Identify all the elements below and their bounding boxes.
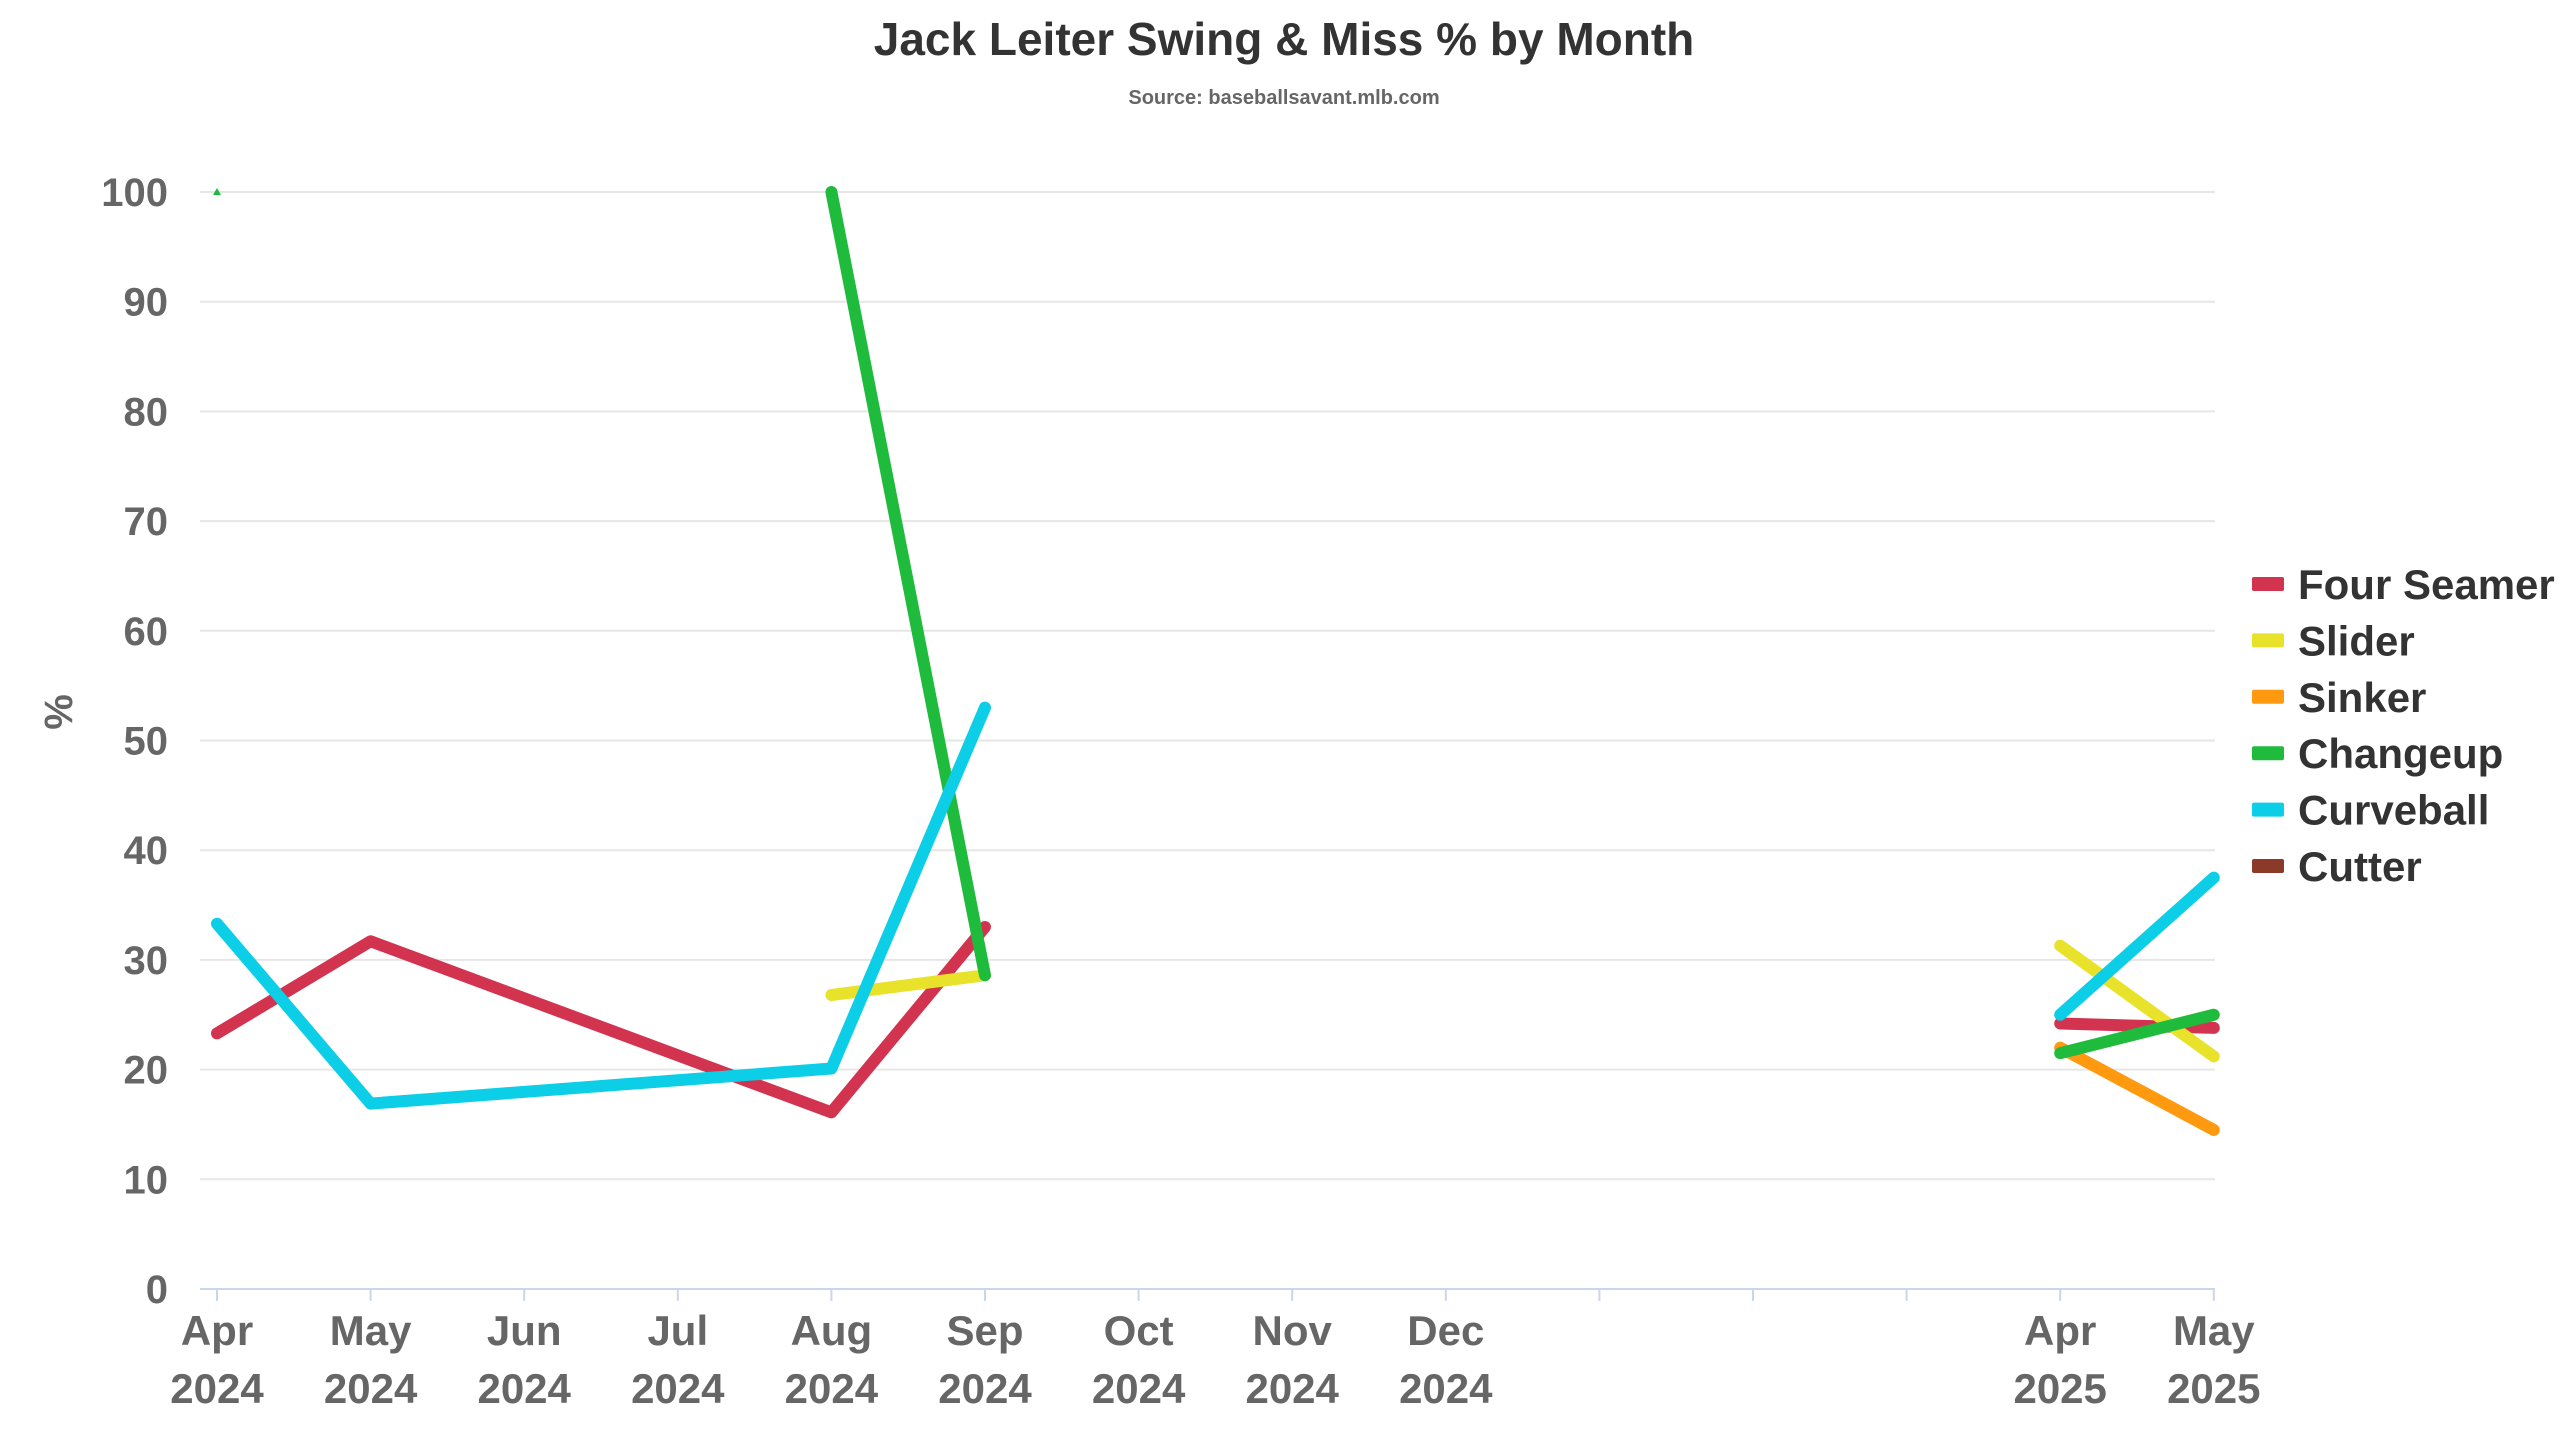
y-tick-label: 40 — [124, 829, 169, 873]
legend-swatch — [2252, 802, 2284, 817]
x-tick-month: May — [330, 1307, 412, 1354]
y-axis-label: % — [37, 694, 81, 730]
series-sinker — [2054, 1041, 2220, 1136]
x-tick-month: Aug — [791, 1307, 873, 1354]
x-tick-month: May — [2173, 1307, 2255, 1354]
legend-swatch — [2252, 689, 2284, 704]
x-tick-label: Sep 2024 — [938, 1307, 1032, 1412]
chart-title: Jack Leiter Swing & Miss % by Month — [874, 13, 1695, 65]
x-tick-year: 2024 — [631, 1365, 725, 1412]
legend-item-changeup[interactable]: Changeup — [2252, 730, 2503, 777]
legend-item-four-seamer[interactable]: Four Seamer — [2252, 561, 2555, 608]
y-tick-label: 70 — [124, 500, 169, 544]
legend: Four Seamer Slider Sinker Changeup Curveball… — [2252, 561, 2555, 890]
x-tick-month: Jul — [647, 1307, 708, 1354]
x-tick-label: May 2024 — [324, 1307, 418, 1412]
x-tick-month: Apr — [2024, 1307, 2096, 1354]
x-tick-month: Dec — [1407, 1307, 1484, 1354]
y-tick-label: 30 — [124, 939, 169, 983]
x-tick-year: 2024 — [1399, 1365, 1493, 1412]
y-tick-label: 20 — [124, 1049, 169, 1093]
legend-label: Four Seamer — [2298, 561, 2555, 608]
x-tick-label: Aug 2024 — [785, 1307, 879, 1412]
series-slider — [825, 939, 2220, 1063]
x-tick-year: 2025 — [2167, 1365, 2260, 1412]
legend-label: Cutter — [2298, 843, 2422, 890]
x-axis: Apr 2024 May 2024 Jun 2024 Jul 2024 Aug 2024 Sep 20… — [170, 1288, 2261, 1412]
legend-swatch — [2252, 577, 2284, 591]
y-tick-label: 50 — [124, 720, 169, 764]
legend-label: Changeup — [2298, 730, 2503, 777]
series-changeup — [213, 186, 2220, 1060]
x-tick-label: Apr 2024 — [170, 1307, 264, 1412]
legend-label: Slider — [2298, 617, 2415, 664]
x-tick-label: Jun 2024 — [477, 1307, 571, 1412]
legend-item-sinker[interactable]: Sinker — [2252, 674, 2426, 721]
x-tick-year: 2024 — [1245, 1365, 1339, 1412]
series-line — [2054, 871, 2220, 1021]
y-tick-label: 90 — [124, 281, 169, 325]
x-tick-year: 2024 — [1092, 1365, 1186, 1412]
y-tick-label: 0 — [146, 1268, 168, 1312]
plot-series — [211, 186, 2220, 1136]
y-axis-ticks: 0 10 20 30 40 50 60 70 80 90 100 — [101, 171, 168, 1312]
x-tick-label: May 2025 — [2167, 1307, 2260, 1412]
series-line — [211, 701, 991, 1110]
series-line — [211, 920, 991, 1119]
x-tick-month: Oct — [1104, 1307, 1174, 1354]
x-tick-year: 2024 — [785, 1365, 879, 1412]
series-line — [2054, 1008, 2220, 1060]
legend-label: Sinker — [2298, 674, 2426, 721]
x-tick-label: Apr 2025 — [2013, 1307, 2106, 1412]
series-line — [2054, 1041, 2220, 1136]
chart-subtitle: Source: baseballsavant.mlb.com — [1128, 87, 1439, 109]
series-curveball — [211, 701, 2220, 1110]
x-tick-year: 2024 — [477, 1365, 571, 1412]
legend-item-cutter[interactable]: Cutter — [2252, 843, 2422, 890]
x-tick-month: Nov — [1253, 1307, 1333, 1354]
data-point-marker — [213, 188, 221, 195]
series-line — [825, 969, 991, 1002]
x-tick-month: Apr — [181, 1307, 253, 1354]
x-tick-label: Dec 2024 — [1399, 1307, 1493, 1412]
series-four-seamer — [211, 920, 2220, 1119]
series-line — [825, 186, 991, 982]
legend-swatch — [2252, 859, 2284, 873]
y-tick-label: 60 — [124, 610, 169, 654]
grid-lines — [200, 191, 2215, 1181]
legend-swatch — [2252, 746, 2284, 761]
legend-item-slider[interactable]: Slider — [2252, 617, 2415, 664]
legend-label: Curveball — [2298, 787, 2489, 834]
x-tick-month: Sep — [946, 1307, 1023, 1354]
x-tick-month: Jun — [487, 1307, 562, 1354]
y-tick-label: 100 — [101, 171, 168, 215]
x-tick-year: 2024 — [938, 1365, 1032, 1412]
y-tick-label: 10 — [124, 1158, 169, 1202]
legend-swatch — [2252, 633, 2284, 648]
y-tick-label: 80 — [124, 390, 169, 434]
x-tick-year: 2024 — [170, 1365, 264, 1412]
series-line — [2054, 939, 2220, 1063]
x-tick-label: Jul 2024 — [631, 1307, 725, 1412]
x-tick-label: Nov 2024 — [1245, 1307, 1339, 1412]
x-tick-year: 2024 — [324, 1365, 418, 1412]
x-tick-label: Oct 2024 — [1092, 1307, 1186, 1412]
x-tick-year: 2025 — [2013, 1365, 2106, 1412]
legend-item-curveball[interactable]: Curveball — [2252, 787, 2489, 834]
